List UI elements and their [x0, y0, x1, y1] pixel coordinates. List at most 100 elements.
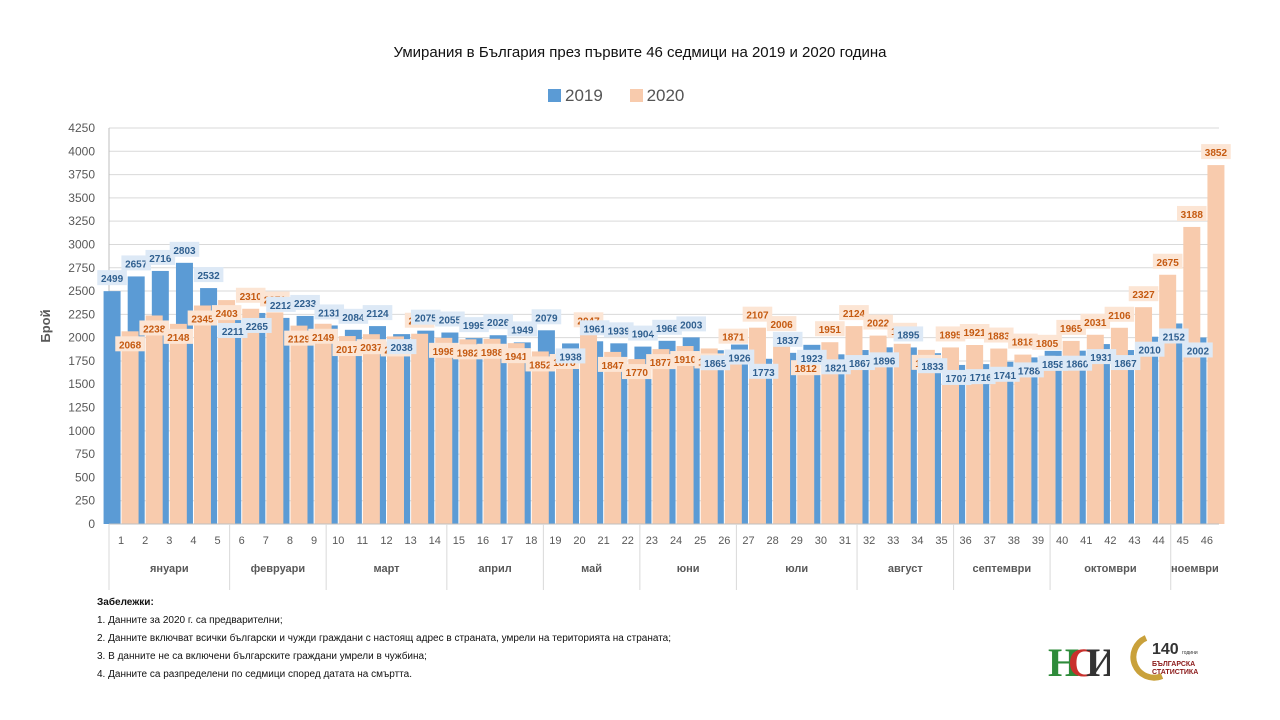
data-label-2019: 1773 [752, 368, 775, 379]
month-label: август [888, 563, 923, 575]
data-label-2020-bg [1201, 144, 1231, 160]
bar-2020 [338, 336, 356, 524]
x-tick-label: 5 [215, 535, 221, 547]
data-label-2019: 2010 [1139, 346, 1162, 357]
data-label-2019: 1860 [1066, 360, 1089, 371]
notes-section: Забележки: 1. Данните за 2020 г. са пред… [97, 597, 671, 687]
x-tick-label: 19 [549, 535, 561, 547]
data-label-2019: 2079 [535, 313, 558, 324]
data-label-2020-bg [139, 320, 169, 336]
data-label-2019-bg [604, 322, 634, 338]
data-label-2019: 2212 [270, 301, 293, 312]
data-label-2019: 2084 [342, 313, 365, 324]
y-tick-label: 3750 [68, 168, 95, 182]
data-label-2019-bg [1134, 341, 1165, 357]
data-label-2020-bg [115, 336, 145, 352]
legend-swatch-2020 [629, 89, 643, 102]
bar-2020 [387, 336, 404, 524]
data-label-2019: 2003 [680, 320, 703, 331]
data-label-2019-bg [242, 317, 272, 333]
data-label-2019: 1961 [584, 324, 607, 335]
data-label-2020: 1878 [553, 358, 576, 369]
data-label-2019: 1939 [608, 326, 631, 337]
bar-2020 [797, 355, 815, 524]
y-tick-label: 1250 [68, 401, 95, 415]
data-label-2019: 2131 [318, 308, 341, 319]
nsi-logo-text: НСИ [1046, 682, 1048, 684]
bar-2020 [724, 349, 742, 524]
data-label-2020: 2310 [240, 292, 263, 303]
data-label-2020-bg [863, 314, 893, 330]
month-label: май [581, 563, 602, 575]
data-label-2019-bg [676, 316, 706, 332]
x-tick-label: 31 [839, 535, 851, 547]
legend-label-2019: 2019 [565, 86, 603, 105]
x-tick-label: 40 [1056, 535, 1068, 547]
data-label-2019-bg [169, 241, 200, 257]
nsi-logo: Н С И НСИ [1046, 640, 1110, 684]
data-label-2019: 2002 [1187, 346, 1210, 357]
bar-2020 [676, 346, 694, 524]
data-label-2020-bg [308, 328, 338, 344]
data-label-2020-bg [646, 354, 676, 370]
data-label-2019-bg [917, 358, 948, 374]
month-label: януари [150, 563, 189, 575]
notes-title: Забележки: [97, 597, 154, 608]
note-line: 1. Данните за 2020 г. са предварителни; [97, 615, 283, 626]
bar-2020 [1183, 226, 1201, 524]
note-line: 3. В данните не са включени българските … [97, 651, 427, 662]
x-tick-label: 24 [670, 535, 682, 547]
data-label-2020: 2022 [867, 319, 890, 330]
data-label-2020-bg [1056, 319, 1086, 335]
chart-legend: 2019 2020 [548, 86, 706, 106]
data-label-2020-bg [428, 342, 459, 358]
data-label-2020: 1818 [1012, 338, 1035, 349]
y-tick-label: 2500 [68, 284, 95, 298]
bar-2020 [555, 349, 573, 524]
bar-2020 [652, 349, 670, 524]
data-label-2019-bg [193, 267, 224, 283]
data-label-2019: 2716 [149, 254, 172, 265]
bar-2020 [1038, 355, 1056, 524]
x-tick-label: 42 [1104, 535, 1116, 547]
data-label-2019: 2265 [246, 322, 269, 333]
x-tick-label: 21 [598, 535, 610, 547]
bar-2020 [1159, 274, 1177, 524]
bar-2020 [459, 339, 477, 524]
data-label-2020: 1847 [602, 361, 625, 372]
data-label-2019-bg [410, 309, 441, 325]
y-tick-label: 4000 [68, 144, 95, 158]
month-label: ноември [1171, 563, 1219, 575]
data-label-2019-bg [459, 317, 489, 333]
x-tick-label: 23 [646, 535, 658, 547]
data-label-2019: 1741 [994, 371, 1017, 382]
data-label-2020: 1871 [722, 333, 745, 344]
data-label-2019-bg [965, 369, 996, 385]
x-tick-label: 35 [935, 535, 947, 547]
data-label-2019-bg [145, 249, 176, 265]
data-label-2019-bg [1014, 362, 1044, 378]
data-label-2019: 1949 [511, 325, 534, 336]
data-label-2020: 2148 [167, 333, 190, 344]
x-tick-label: 15 [453, 535, 465, 547]
data-label-2019-bg [338, 308, 369, 324]
bar-2020 [821, 342, 839, 524]
data-label-2019-bg [869, 352, 900, 368]
data-label-2019-bg [435, 311, 465, 327]
month-label: март [373, 563, 400, 575]
data-label-2020: 1895 [939, 330, 962, 341]
data-label-2019: 2233 [294, 299, 317, 310]
y-tick-label: 3000 [68, 237, 95, 251]
bar-2020 [242, 308, 260, 524]
y-tick-label: 500 [75, 470, 95, 484]
bar-2020 [193, 305, 211, 524]
x-tick-label: 2 [142, 535, 148, 547]
data-label-2019-bg [290, 294, 320, 310]
y-axis-label: Брой [38, 309, 53, 342]
data-label-2020: 2238 [143, 324, 166, 335]
data-label-2019: 1923 [801, 354, 824, 365]
bar-2020 [700, 348, 718, 524]
data-label-2019: 2499 [101, 274, 124, 285]
data-label-2020: 1941 [505, 352, 528, 363]
bar-2020 [1135, 307, 1153, 524]
